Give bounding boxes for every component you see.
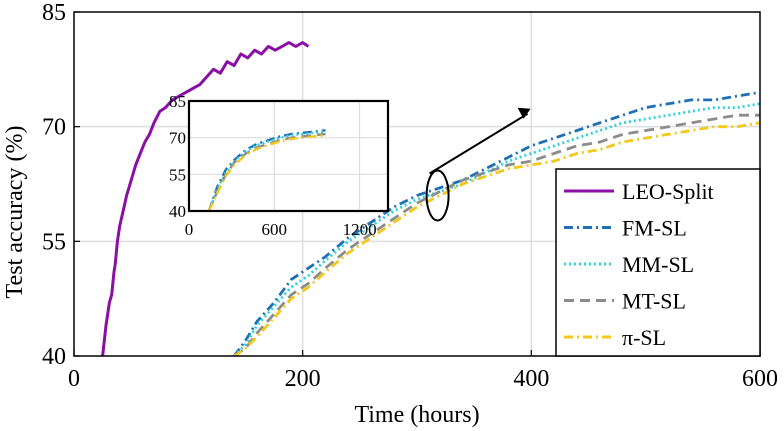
y-tick-label: 70 [42, 115, 66, 141]
y-tick-label: 55 [42, 229, 66, 255]
x-tick-label: 400 [513, 366, 549, 392]
y-tick-label: 85 [42, 0, 66, 26]
inset-plot: 0 600 1200 40 55 70 85 [169, 92, 390, 239]
zoom-annotation [425, 107, 531, 222]
series-line-fm-sl [232, 90, 760, 356]
inset-y-tick-label: 55 [169, 165, 186, 184]
zoom-arrow-head [517, 107, 531, 119]
inset-y-tick-label: 85 [169, 92, 186, 111]
zoom-arrow-line [429, 112, 529, 175]
x-tick-label: 0 [68, 366, 80, 392]
inset-series-line-mt-sl [207, 132, 326, 212]
x-tick-label: 200 [285, 366, 321, 392]
inset-y-tick-label: 40 [169, 202, 186, 221]
series-group [101, 41, 760, 356]
legend: LEO-Split FM-SL MM-SL MT-SL π-SL [555, 168, 761, 357]
inset-x-tick-label: 0 [185, 220, 194, 239]
series-line-leo-split [101, 41, 310, 356]
series-line-mm-sl [233, 102, 760, 356]
legend-label: FM-SL [622, 216, 687, 241]
inset-x-tick-label: 600 [262, 220, 288, 239]
x-axis-label: Time (hours) [354, 402, 479, 428]
y-tick-label: 40 [42, 344, 66, 370]
legend-label: MM-SL [622, 252, 694, 277]
zoom-ellipse [425, 169, 450, 222]
inset-x-tick-label: 1200 [343, 220, 377, 239]
series-layer [101, 41, 760, 356]
inset-background [189, 101, 388, 211]
x-tick-label: 600 [742, 366, 778, 392]
series-line-mt-sl [233, 113, 760, 356]
inset-y-tick-label: 70 [169, 129, 186, 148]
legend-label: MT-SL [622, 289, 686, 314]
legend-label: LEO-Split [622, 179, 714, 204]
inset-frame [187, 99, 390, 213]
y-axis-label: Test accuracy (%) [2, 126, 28, 299]
series-line--sl [233, 121, 760, 356]
inset-series-line-mm-sl [207, 130, 326, 212]
legend-label: π-SL [622, 325, 666, 350]
